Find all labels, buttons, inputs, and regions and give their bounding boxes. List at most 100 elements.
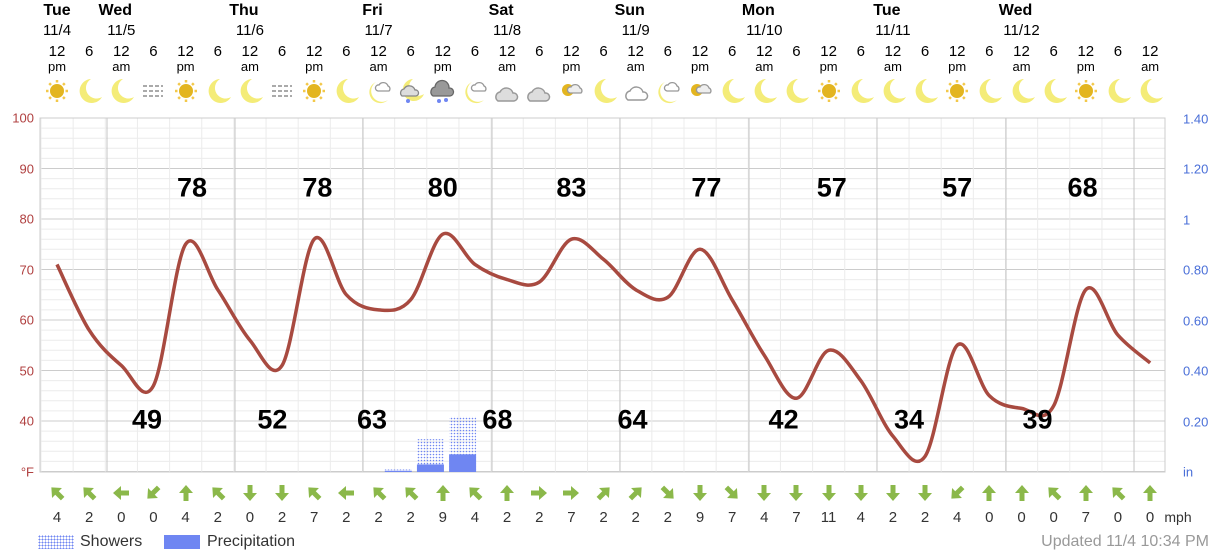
wind-speed: 7: [1081, 509, 1090, 526]
high-temp-label: 57: [816, 172, 847, 203]
low-temp-label: 34: [893, 404, 924, 435]
wind-speed: 9: [695, 509, 705, 526]
hour-ampm: am: [498, 59, 517, 74]
wind-arrow-icon: [301, 480, 326, 505]
sun-icon: [171, 76, 201, 106]
cloud-icon: [621, 76, 651, 106]
wind-speed: 0: [1017, 509, 1026, 526]
moon-icon: [717, 76, 747, 106]
high-temp-label: 77: [691, 172, 722, 203]
wind-arrow-icon: [1141, 484, 1159, 502]
day-name: Sat: [488, 2, 514, 19]
day-name: Tue: [43, 2, 71, 19]
showers-legend-label: Showers: [80, 533, 143, 550]
hour-label: 6: [1049, 43, 1058, 60]
hour-label: 6: [470, 43, 480, 60]
wind-speed: 0: [245, 509, 255, 526]
wind-speed: 11: [820, 509, 837, 526]
wind-speed: 7: [727, 509, 737, 526]
hour-label: 12 am: [626, 43, 645, 74]
moon-icon: [749, 76, 779, 106]
hour-ampm: am: [755, 59, 774, 74]
wind-speed: 0: [1113, 509, 1123, 526]
temperature-line: [55, 231, 1152, 464]
wind-speed: 2: [277, 509, 287, 526]
day-date: 11/6: [235, 22, 264, 39]
wind-arrow-icon: [916, 484, 934, 502]
hour-label: 6: [985, 43, 994, 60]
day-name: Tue: [873, 2, 901, 19]
wind-arrow-icon: [980, 484, 998, 502]
day-name: Wed: [998, 2, 1033, 19]
hour-label: 12 pm: [176, 43, 195, 74]
moon-icon: [589, 76, 619, 106]
wind-speed: 0: [1049, 509, 1058, 526]
updated-timestamp: Updated 11/4 10:34 PM: [1041, 533, 1209, 550]
wind-speed: 2: [342, 509, 351, 526]
hour-label: 6: [149, 43, 158, 60]
y-axis-right-label: 1.40: [1183, 111, 1209, 126]
wind-speed: 2: [374, 509, 383, 526]
precipitation-bar: [449, 454, 477, 472]
y-axis-left-label: 70: [19, 262, 34, 277]
wind-arrow-icon: [1013, 484, 1031, 502]
wind-speed: 2: [84, 509, 94, 526]
wind-arrow-icon: [76, 480, 101, 505]
hour-ampm: am: [369, 59, 388, 74]
y-axis-left-label: 80: [19, 211, 34, 227]
y-axis-right-label: 0.40: [1183, 363, 1209, 379]
wind-speed: 2: [888, 509, 898, 526]
sun-icon: [42, 76, 72, 106]
wind-unit: mph: [1164, 509, 1192, 525]
wind-speed: 4: [181, 509, 190, 526]
wind-speed: 7: [310, 509, 319, 526]
day-date: 11/7: [364, 22, 393, 39]
y-axis-left-label: 40: [19, 413, 34, 429]
wind-speed: 4: [953, 509, 962, 526]
hour-label: 6: [727, 43, 737, 60]
wind-arrow-icon: [1105, 480, 1130, 505]
low-temp-label: 68: [482, 404, 513, 435]
hour-label: 6: [1113, 43, 1123, 60]
hour-label: 6: [663, 43, 673, 60]
wind-arrow-icon: [273, 484, 291, 502]
hour-label: 12 pm: [690, 43, 710, 74]
hour-label: 12 am: [240, 43, 259, 74]
y-axis-left-label: 90: [19, 161, 34, 176]
wind-arrow-icon: [691, 484, 709, 502]
y-axis-left-label: 100: [12, 110, 34, 126]
sun-icon: [1071, 76, 1101, 106]
wind-arrow-icon: [787, 484, 805, 502]
day-date: 11/4: [42, 22, 72, 39]
day-date: 11/5: [107, 22, 136, 39]
hour-ampm: am: [240, 59, 259, 74]
hour-label: 12 am: [1012, 43, 1031, 74]
low-temp-label: 52: [257, 404, 288, 435]
wind-arrow-icon: [562, 484, 580, 502]
day-date: 11/11: [875, 22, 911, 39]
wind-arrow-icon: [1041, 480, 1066, 505]
hour-label: 12 am: [883, 43, 902, 74]
hour-label: 12 pm: [305, 43, 324, 74]
y-axis-left-label: 60: [19, 312, 34, 328]
hour-label: 6: [920, 43, 930, 60]
moon-icon: [1007, 76, 1037, 106]
sun-icon: [299, 76, 329, 106]
moon-cloud-icon: [653, 76, 683, 106]
moon-icon: [974, 76, 1004, 106]
wind-arrow-icon: [205, 480, 230, 505]
wind-arrow-icon: [591, 480, 616, 505]
moon-icon: [1039, 76, 1069, 106]
moon-icon: [74, 76, 104, 106]
low-temp-label: 42: [768, 404, 799, 435]
sun-cloud-icon: [556, 76, 586, 106]
cloudy-icon: [524, 76, 554, 106]
hour-ampm: am: [626, 59, 645, 74]
wind-speed: 0: [1145, 509, 1155, 526]
hour-label: 6: [599, 43, 608, 60]
day-name: Wed: [98, 2, 133, 19]
wind-speed: 2: [631, 509, 640, 526]
sun-icon: [942, 76, 972, 106]
precipitation-legend-label: Precipitation: [207, 533, 296, 550]
